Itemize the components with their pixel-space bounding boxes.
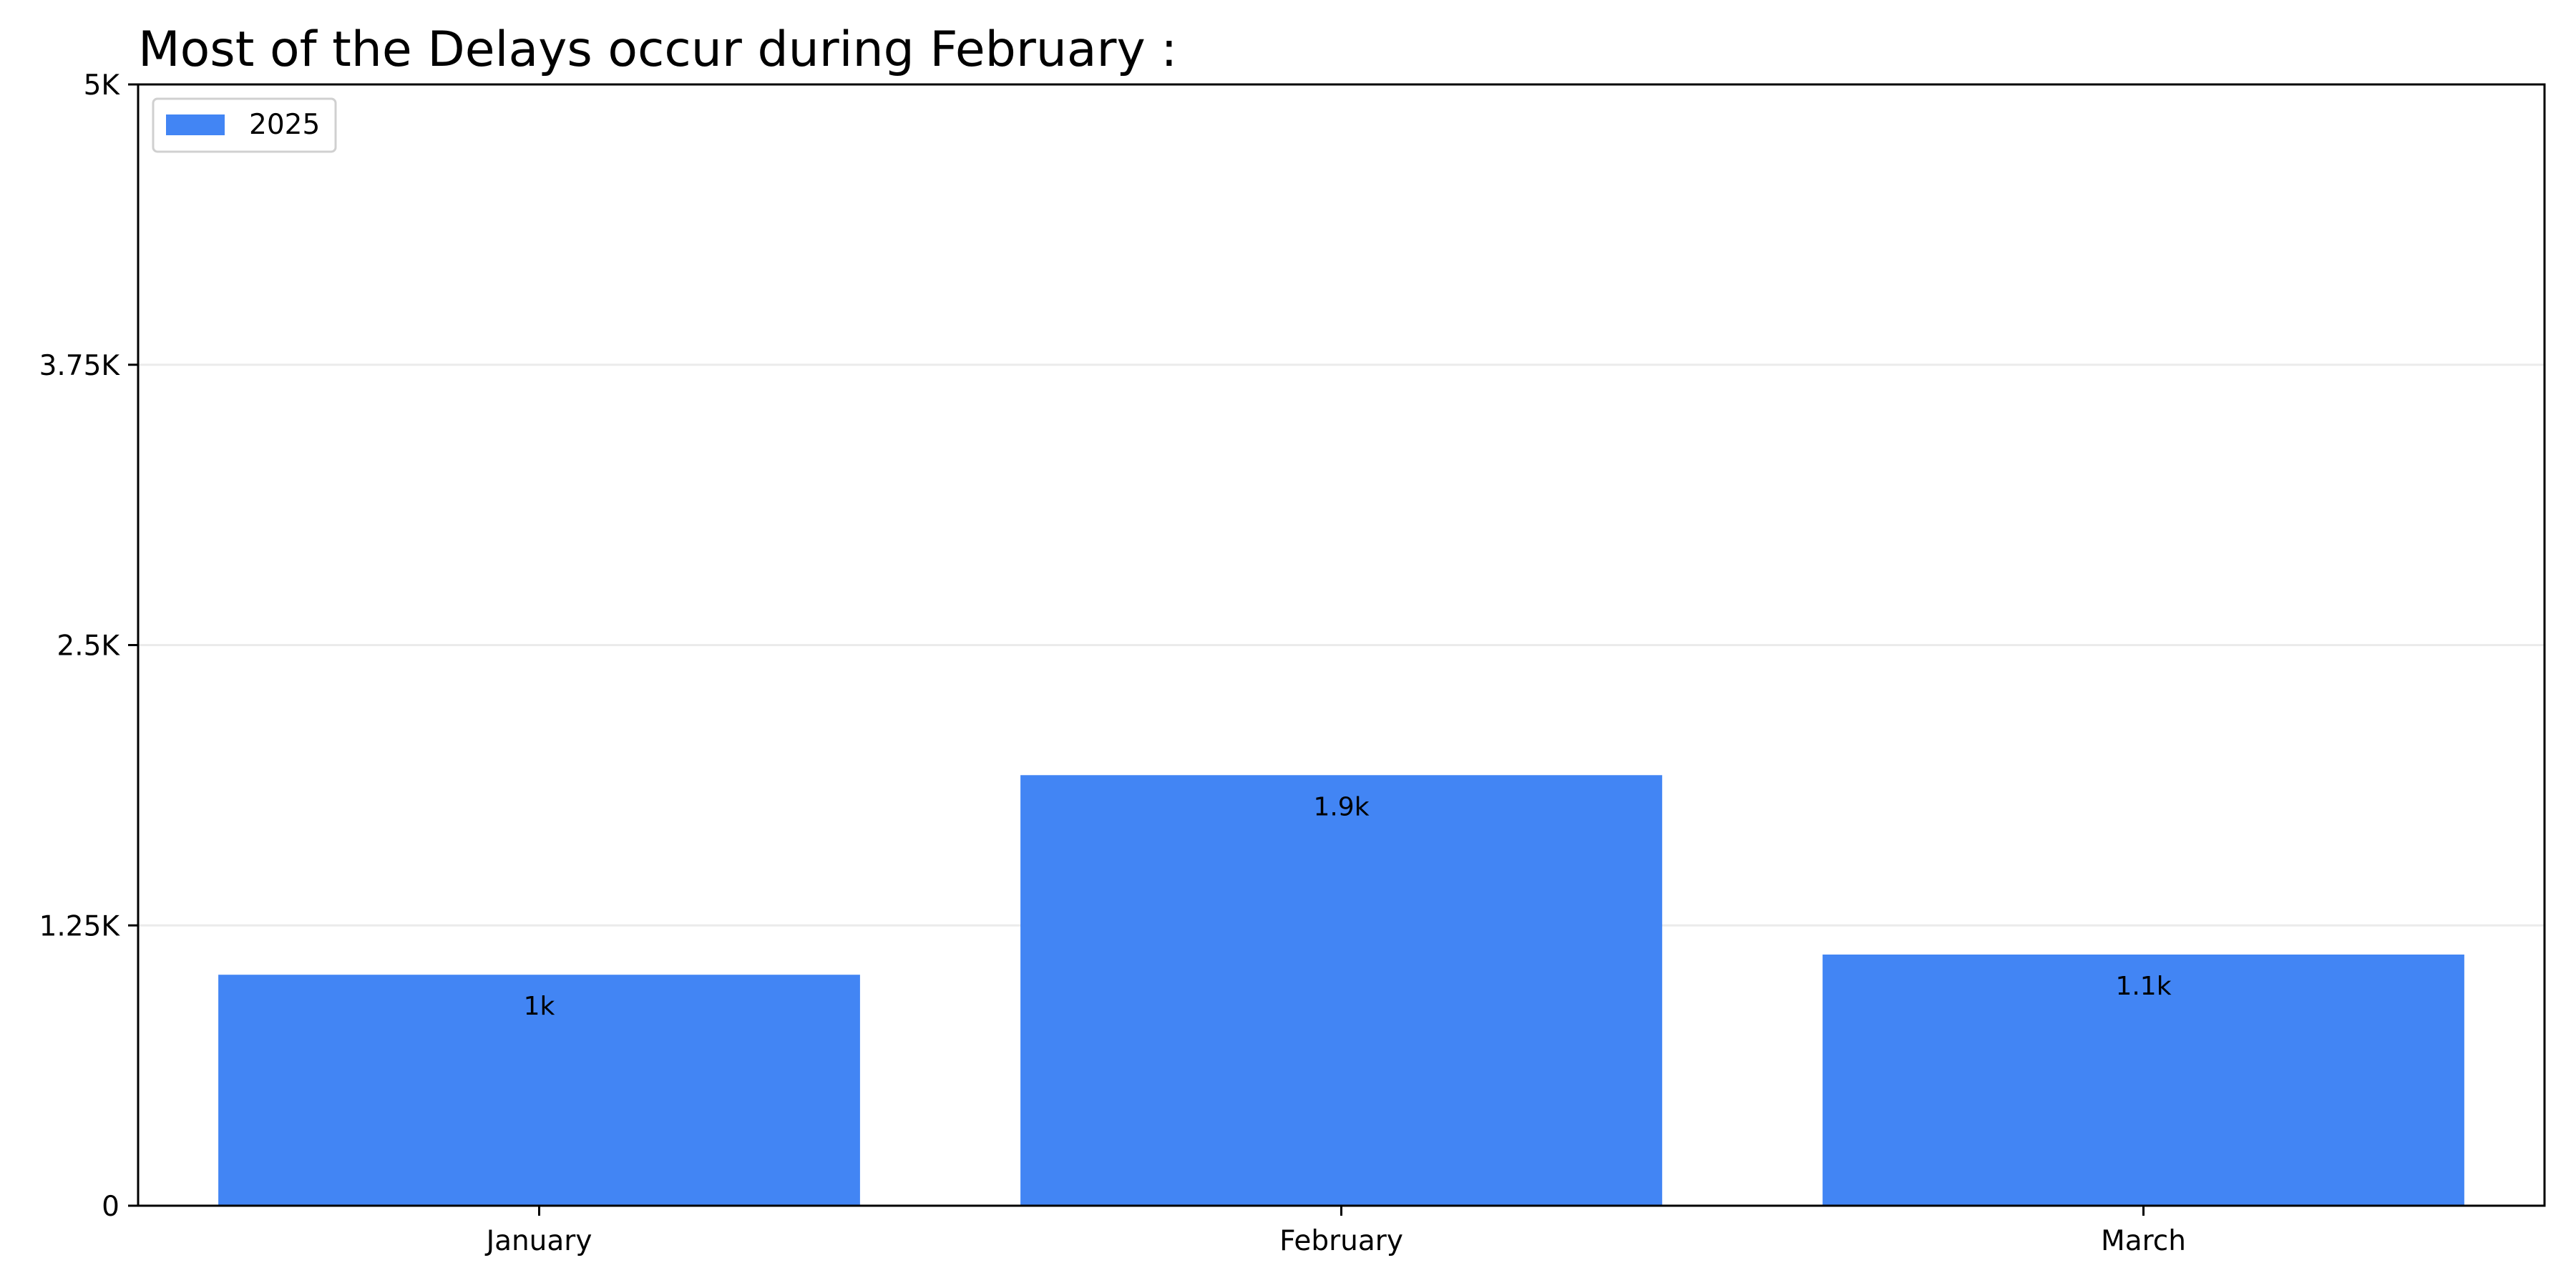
plot-frame — [137, 83, 2546, 1207]
y-tick-label: 0 — [102, 1191, 119, 1223]
data-label: 1.9k — [1313, 792, 1369, 821]
x-tick-label: January — [484, 1225, 592, 1257]
bar-february — [1020, 775, 1662, 1206]
data-label: 1k — [524, 992, 555, 1021]
bars — [218, 775, 2464, 1206]
legend-swatch — [166, 114, 225, 135]
chart-title: Most of the Delays occur during February… — [138, 21, 1177, 78]
y-tick-label: 3.75K — [39, 350, 121, 382]
data-label: 1.1k — [2115, 972, 2171, 1001]
y-tick-label: 1.25K — [39, 910, 121, 942]
x-tick-label: March — [2101, 1225, 2186, 1257]
legend-box — [152, 97, 337, 153]
y-tick-label: 2.5K — [57, 630, 120, 663]
bar-march — [1823, 954, 2464, 1206]
legend: 2025 — [152, 97, 337, 153]
x-tick-label: February — [1279, 1225, 1403, 1257]
bar-january — [218, 975, 860, 1206]
data-labels: 1k 1.9k 1.1k — [524, 792, 2172, 1021]
y-tick-label: 5K — [84, 69, 121, 102]
legend-label: 2025 — [249, 109, 320, 141]
axes: January February March 0 1.25K 2.5K 3.75K 5K — [39, 69, 2546, 1257]
